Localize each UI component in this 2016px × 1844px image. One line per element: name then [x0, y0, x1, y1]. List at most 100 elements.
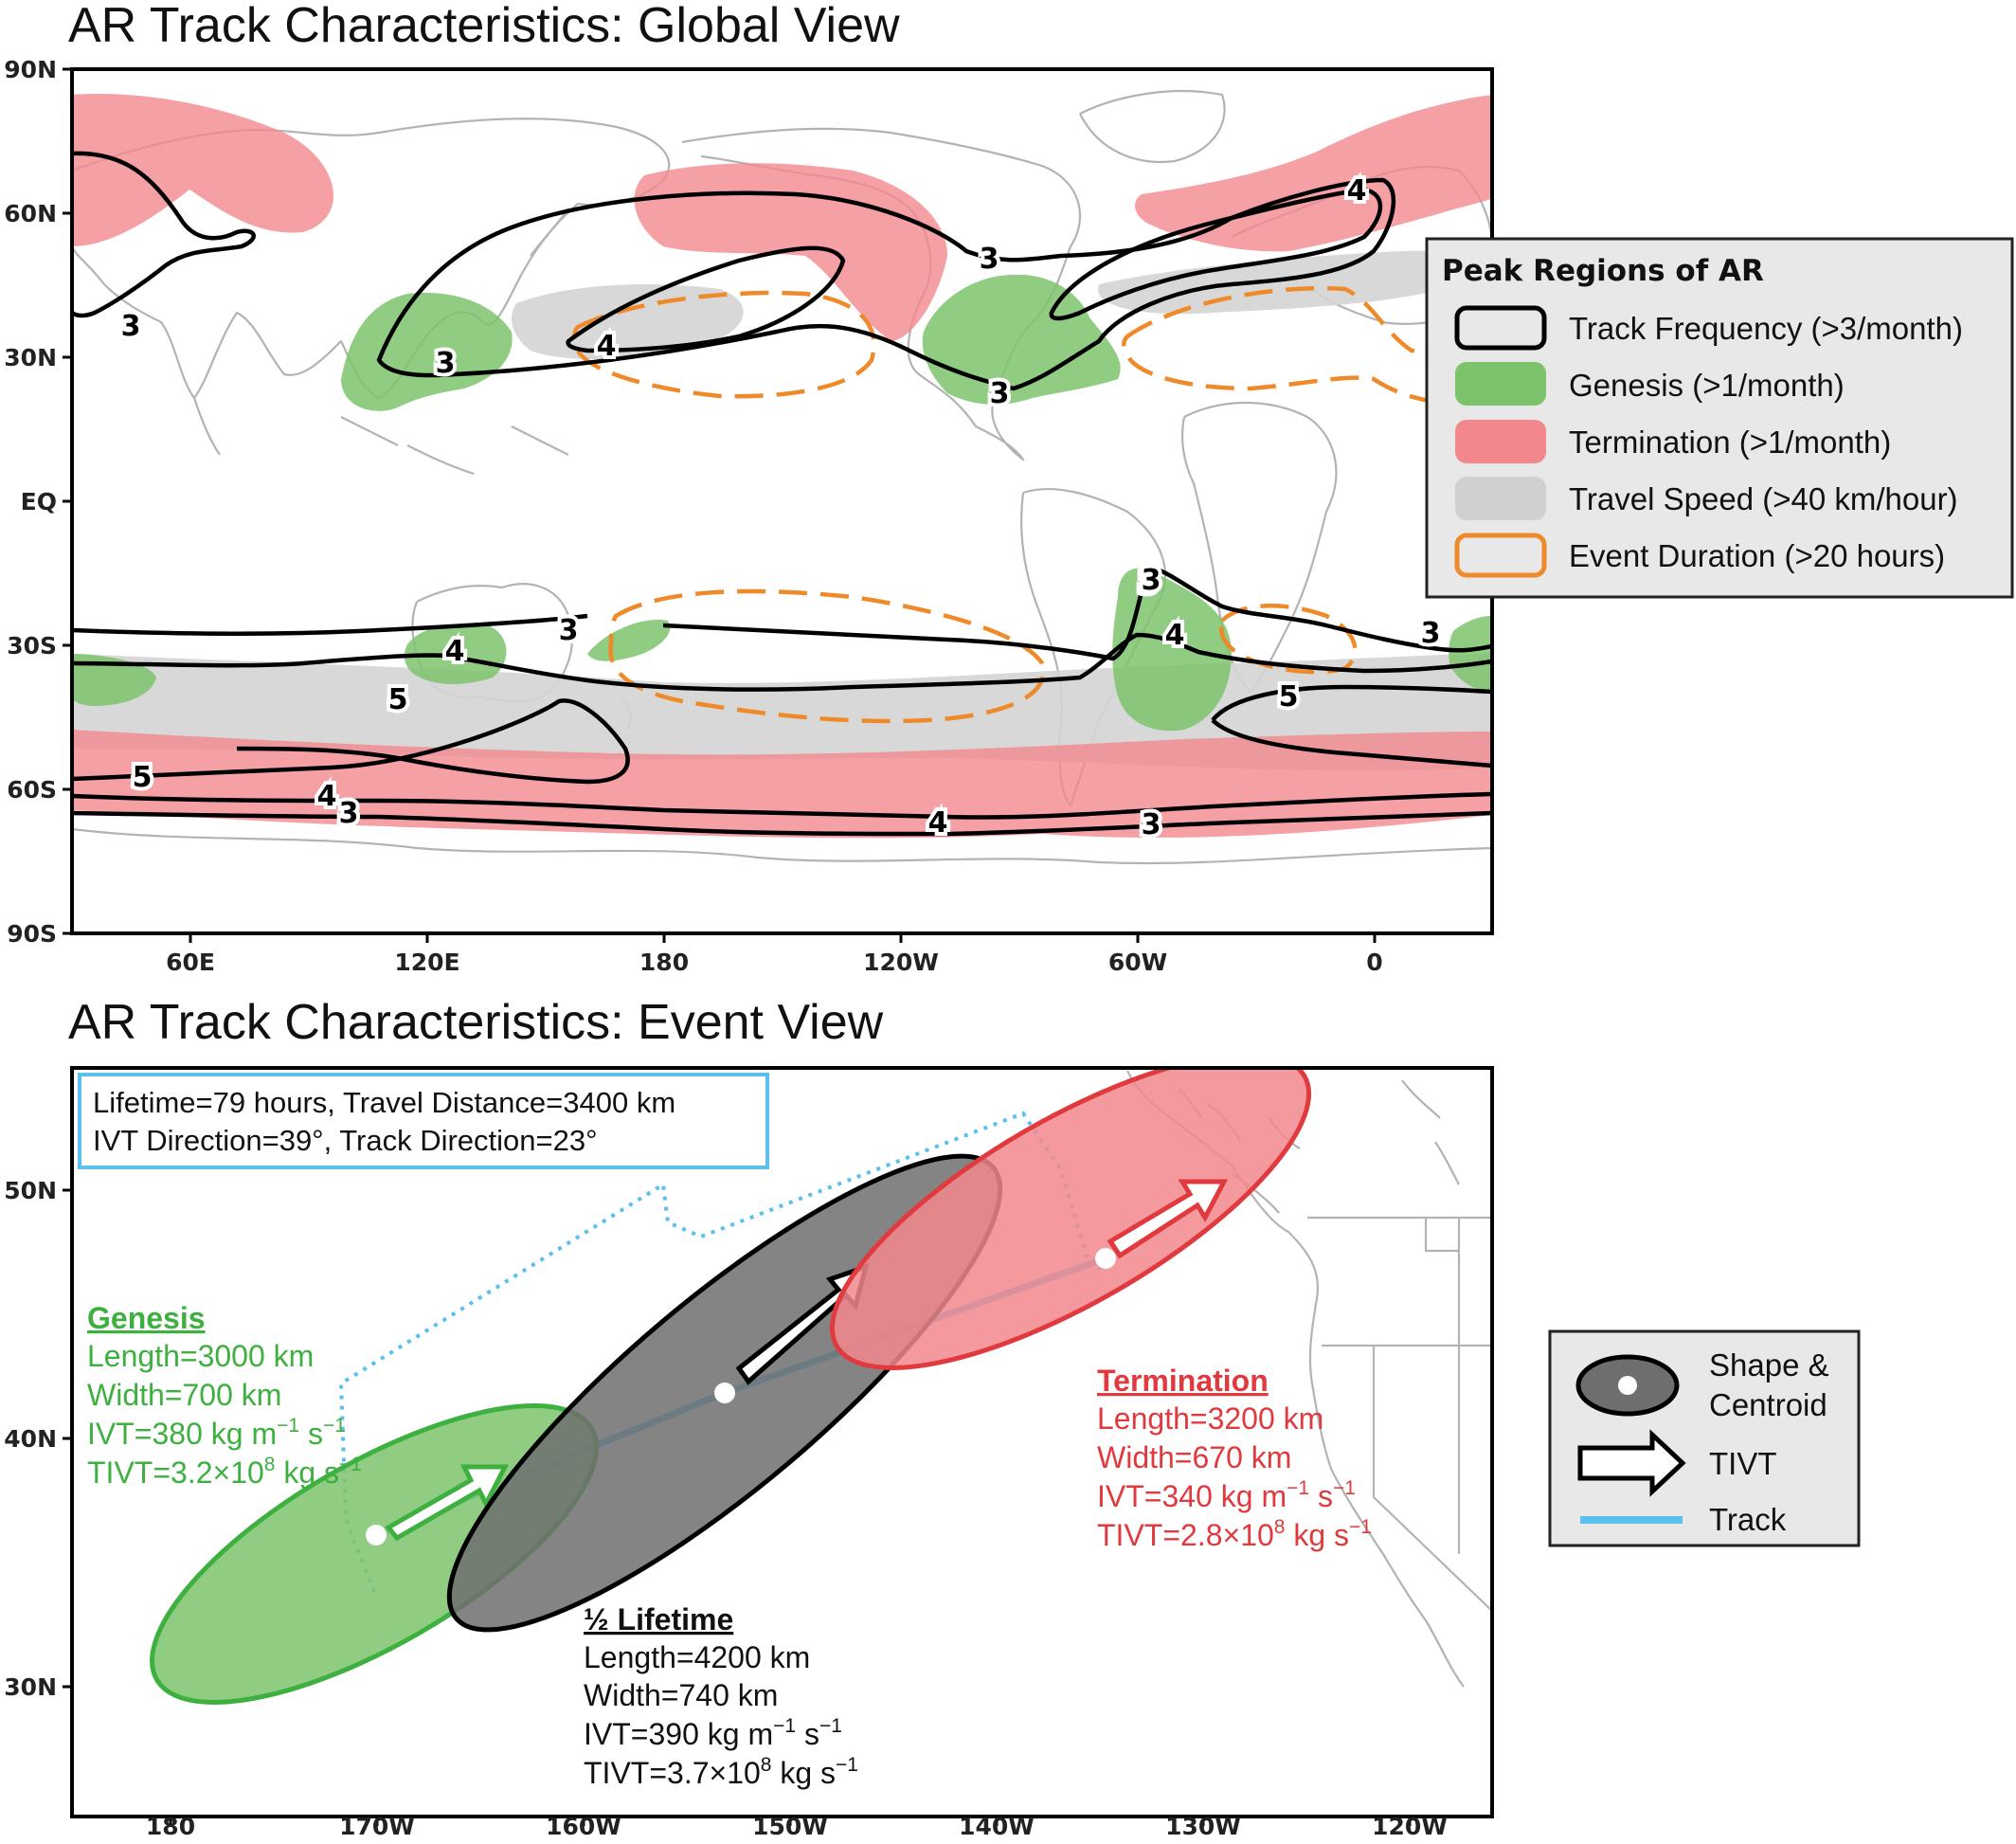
contour-4-na: [1049, 187, 1383, 321]
event-view-title: AR Track Characteristics: Event View: [68, 995, 884, 1050]
genesis-north-america: [922, 274, 1121, 405]
x-tick-label: 120W: [863, 949, 939, 976]
y-tick-label: 60S: [7, 776, 57, 804]
contour-label: 5: [1279, 680, 1299, 714]
contour-4-southern: [72, 791, 1492, 820]
global-map: 3 3 3 4 3 3 4 3 3 4 5 5 4 3 4 3 3 4 5: [72, 90, 1492, 865]
contour-label: 3: [559, 614, 579, 647]
contour-4-sh: [72, 632, 1492, 692]
genesis-regions: [72, 274, 1492, 732]
termination-heading: Termination: [1097, 1364, 1269, 1398]
legend-label: Event Duration (>20 hours): [1569, 538, 1945, 573]
coast-greenland: [1079, 90, 1226, 163]
event-y-axis: 50N 40N 30N: [4, 1177, 72, 1701]
legend-centroid-label: Centroid: [1709, 1387, 1827, 1422]
genesis-length: Length=3000 km: [87, 1339, 314, 1373]
legend-label: Track Frequency (>3/month): [1569, 311, 1963, 346]
contour-label: 4: [317, 780, 337, 813]
half-lifetime-heading: ½ Lifetime: [584, 1602, 733, 1636]
coast-sea-asia: [340, 416, 569, 476]
legend-track-label: Track: [1709, 1502, 1787, 1537]
genesis-south-atlantic-w: [72, 654, 156, 706]
state-border-id: [1424, 1218, 1459, 1253]
half-lifetime-annotation: ½ Lifetime Length=4200 km Width=740 km I…: [584, 1602, 858, 1790]
x-tick-label: 180: [639, 949, 689, 976]
half-lifetime-centroid: [714, 1383, 735, 1403]
x-tick-label: 120E: [394, 949, 459, 976]
global-view-title: AR Track Characteristics: Global View: [68, 0, 900, 53]
centroid-dot-icon: [1618, 1376, 1637, 1395]
global-x-axis: 60E 120E 180 120W 60W 0: [166, 933, 1383, 976]
genesis-tivt-arrow: [385, 1464, 510, 1542]
genesis-australia: [404, 624, 507, 684]
genesis-centroid: [366, 1525, 387, 1546]
info-box-frame: [78, 1073, 769, 1169]
genesis-south-atlantic-e: [1449, 616, 1492, 692]
contour-label: 3: [436, 347, 456, 380]
genesis-annotation: Genesis Length=3000 km Width=700 km IVT=…: [87, 1301, 362, 1490]
y-tick-label: EQ: [21, 488, 57, 515]
contour-3-southern: [72, 810, 1492, 837]
contour-3-np-outer: [376, 177, 1396, 391]
half-lifetime-width: Width=740 km: [584, 1678, 778, 1712]
termination-annotation: Termination Length=3200 km Width=670 km …: [1097, 1364, 1372, 1552]
y-tick-label: 40N: [4, 1425, 57, 1453]
contour-label: 3: [121, 310, 141, 343]
event-duration-contours: [572, 286, 1492, 724]
x-tick-label: 60E: [166, 949, 215, 976]
y-tick-label: 60N: [4, 200, 57, 227]
x-tick-label: 60W: [1108, 949, 1167, 976]
genesis-tivt: TIVT=3.2×108 kg s−1: [87, 1454, 362, 1490]
coast-antarctica: [72, 827, 1492, 865]
contour-label: 4: [928, 806, 948, 840]
event-duration-sa: [1218, 604, 1358, 675]
y-tick-label: 30N: [4, 1673, 57, 1701]
x-tick-label: 150W: [752, 1813, 828, 1840]
contour-label: 4: [445, 635, 465, 668]
contour-label: 3: [1142, 564, 1161, 597]
travel-speed-swatch: [1455, 477, 1546, 520]
y-tick-label: 30N: [4, 344, 57, 371]
contour-4-np: [566, 245, 846, 353]
genesis-tasman: [587, 620, 671, 661]
x-tick-label: 140W: [959, 1813, 1035, 1840]
genesis-width: Width=700 km: [87, 1378, 281, 1412]
y-tick-label: 30S: [7, 632, 57, 660]
legend-title: Peak Regions of AR: [1442, 254, 1764, 288]
info-line: IVT Direction=39°, Track Direction=23°: [93, 1124, 598, 1157]
termination-ivt: IVT=340 kg m−1 s−1: [1097, 1477, 1356, 1513]
half-lifetime-ivt: IVT=390 kg m−1 s−1: [584, 1715, 842, 1751]
termination-centroid: [1095, 1248, 1116, 1269]
contour-label: 5: [133, 761, 153, 794]
event-legend: Shape & Centroid TIVT Track: [1548, 1329, 1861, 1547]
contour-label: 3: [1421, 617, 1441, 650]
termination-width: Width=670 km: [1097, 1440, 1291, 1474]
global-legend: Peak Regions of AR Track Frequency (>3/m…: [1425, 237, 2014, 599]
contour-3-sh-north: [72, 566, 1492, 661]
termination-tivt-arrow: [1107, 1179, 1229, 1259]
y-tick-label: 90S: [7, 920, 57, 948]
event-map: Lifetime=79 hours, Travel Distance=3400 …: [78, 1068, 1492, 1790]
event-x-axis: 180 170W 160W 150W 140W 130W 120W: [146, 1813, 1448, 1840]
termination-eurasia: [72, 94, 334, 247]
x-tick-label: 170W: [339, 1813, 415, 1840]
global-y-axis: 90N 60N 30N EQ 30S 60S 90S: [4, 56, 72, 948]
travel-speed-na: [1097, 250, 1470, 315]
contour-label: 3: [339, 797, 359, 830]
half-lifetime-tivt: TIVT=3.7×108 kg s−1: [584, 1754, 858, 1790]
contour-label: 3: [990, 377, 1010, 410]
x-tick-label: 0: [1366, 949, 1382, 976]
termination-europe: [1135, 95, 1492, 252]
genesis-swatch: [1455, 362, 1546, 406]
contour-5-australia: [72, 698, 630, 785]
contour-label: 3: [1139, 567, 1159, 600]
contour-label: 5: [388, 683, 408, 716]
contour-labels: 3 3 3 4 3 3 4 3 3 4 5 5 4 3 4 3 3 4 5: [117, 171, 1445, 845]
termination-length: Length=3200 km: [1097, 1401, 1323, 1436]
legend-label: Termination (>1/month): [1569, 425, 1891, 460]
legend-tivt-label: TIVT: [1709, 1446, 1777, 1481]
event-map-frame: [70, 1066, 1494, 1818]
termination-event: [829, 1068, 1312, 1370]
x-tick-label: 130W: [1165, 1813, 1241, 1840]
